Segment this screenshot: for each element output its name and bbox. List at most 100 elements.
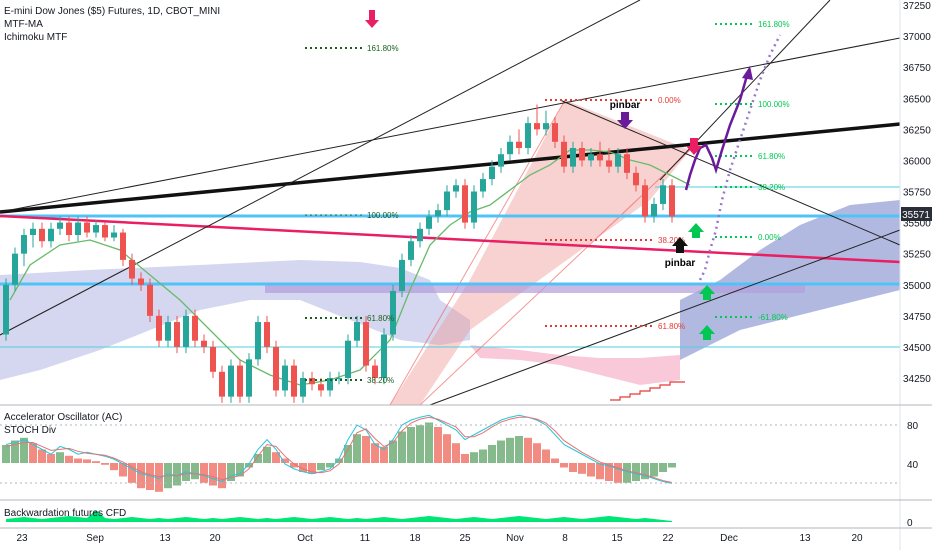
time-tick: 13 (159, 533, 171, 544)
ac-bar (650, 463, 658, 477)
trend-line-thin-3 (429, 229, 901, 406)
indicator-ichimoku[interactable]: Ichimoku MTF (4, 32, 67, 43)
candle-body (408, 241, 414, 260)
arrow-up-green1-icon (688, 223, 704, 238)
arrow-up-black-icon (672, 237, 688, 253)
price-tick: 35750 (903, 188, 931, 199)
fib-left-label-2: 61.80% (367, 314, 394, 323)
arrow-up-green3-icon (699, 325, 715, 340)
projection-path (684, 34, 782, 281)
ac-bar (353, 434, 361, 463)
time-tick: 22 (662, 533, 674, 544)
candle-body (372, 365, 378, 378)
time-tick: 13 (799, 533, 811, 544)
ac-bar (569, 463, 577, 472)
ac-bar (299, 463, 307, 472)
candle-body (579, 147, 585, 161)
candle-body (3, 284, 9, 335)
candle-body (165, 322, 171, 341)
candle-body (75, 222, 81, 236)
candle-body (156, 315, 162, 341)
support-zone (265, 283, 805, 293)
candle-body (84, 222, 90, 233)
trend-line-thin-4 (559, 99, 901, 246)
moving-average (9, 149, 691, 386)
oscillator-panel (0, 414, 900, 492)
candle-body (435, 210, 441, 217)
time-tick: 11 (360, 533, 371, 544)
time-tick: 15 (611, 533, 623, 544)
ac-bar (47, 454, 55, 463)
candle-body (534, 123, 540, 130)
osc-subtitle[interactable]: STOCH Div (4, 425, 56, 436)
ac-bar (596, 463, 604, 480)
osc-tick-80: 80 (907, 421, 919, 432)
ac-bar (407, 427, 415, 463)
ac-bar (398, 431, 406, 463)
osc-title[interactable]: Accelerator Oscillator (AC) (4, 412, 122, 423)
ac-bar (524, 437, 532, 463)
candle-body (345, 340, 351, 378)
ac-bar (245, 463, 253, 468)
ac-bar (308, 463, 316, 474)
candle-body (354, 322, 360, 341)
candle-body (561, 141, 567, 167)
time-tick: 8 (562, 533, 568, 544)
candle-body (399, 259, 405, 291)
candle-body (633, 172, 639, 186)
ac-bar (641, 463, 649, 480)
price-tick: 35500 (903, 219, 931, 230)
ac-bar (119, 463, 127, 477)
ac-bar (209, 463, 217, 486)
ac-bar (560, 463, 568, 468)
ac-bar (236, 463, 244, 477)
candle-body (309, 378, 315, 385)
candle-body (48, 228, 54, 242)
candle-body (129, 259, 135, 279)
ac-bar (461, 454, 469, 463)
ac-bar (578, 463, 586, 474)
ac-bar (632, 463, 640, 481)
candle-body (453, 185, 459, 192)
candle-body (201, 340, 207, 347)
price-tick: 35250 (903, 250, 931, 261)
ac-bar (389, 440, 397, 463)
candle-body (417, 228, 423, 242)
time-tick: 23 (16, 533, 28, 544)
back-tick-0: 0 (907, 518, 913, 529)
candle-body (525, 123, 531, 148)
price-axis: 37250 37000 36750 36500 36250 36000 35750 35500… (903, 1, 931, 385)
ac-bar (92, 461, 100, 463)
ac-bar (281, 458, 289, 463)
candle-body (570, 147, 576, 167)
ac-bar (470, 452, 478, 463)
candle-body (480, 179, 486, 192)
ac-bar (497, 440, 505, 463)
candle-body (588, 154, 594, 161)
fib-right-label-3: 38.20% (758, 183, 785, 192)
fib-left-label-1: 100.00% (367, 211, 399, 220)
ac-bar (614, 463, 622, 483)
red-staircase (610, 381, 685, 401)
candle-body (624, 154, 630, 173)
fib-mid-label-1: 38.20% (658, 236, 685, 245)
ac-bar (605, 463, 613, 481)
ac-bar (227, 463, 235, 481)
indicator-mtf-ma[interactable]: MTF-MA (4, 19, 43, 30)
symbol-title[interactable]: E-mini Dow Jones ($5) Futures, 1D, CBOT_… (4, 6, 220, 17)
stoch-line (5, 416, 673, 484)
backwardation-title[interactable]: Backwardation futures CFD (4, 508, 126, 519)
candle-body (147, 284, 153, 316)
ac-bar (668, 463, 676, 468)
stoch-line (5, 414, 673, 484)
ac-bar (2, 445, 10, 463)
candle-body (246, 359, 252, 397)
time-tick: 18 (409, 533, 421, 544)
candle-body (228, 365, 234, 397)
ac-bar (434, 427, 442, 463)
candle-body (516, 141, 522, 148)
candle-body (210, 346, 216, 372)
price-tick: 35000 (903, 281, 931, 292)
ac-bar (200, 463, 208, 483)
